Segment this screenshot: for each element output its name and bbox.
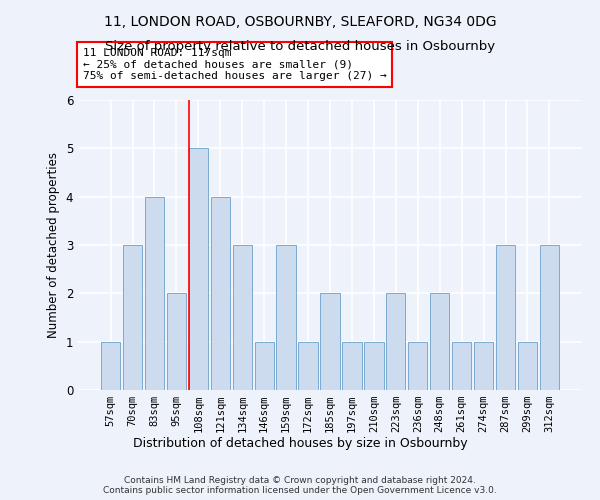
Bar (430, 294, 449, 390)
Bar (386, 294, 406, 390)
Bar (452, 342, 472, 390)
Bar (233, 245, 252, 390)
Y-axis label: Number of detached properties: Number of detached properties (47, 152, 60, 338)
Bar (298, 342, 318, 390)
Bar (167, 294, 186, 390)
Text: Distribution of detached houses by size in Osbournby: Distribution of detached houses by size … (133, 438, 467, 450)
Bar (540, 245, 559, 390)
Text: Size of property relative to detached houses in Osbournby: Size of property relative to detached ho… (105, 40, 495, 53)
Bar (188, 148, 208, 390)
Bar (211, 196, 230, 390)
Bar (254, 342, 274, 390)
Bar (364, 342, 383, 390)
Bar (101, 342, 120, 390)
Bar (145, 196, 164, 390)
Bar (342, 342, 362, 390)
Bar (408, 342, 427, 390)
Bar (123, 245, 142, 390)
Text: Contains HM Land Registry data © Crown copyright and database right 2024.
Contai: Contains HM Land Registry data © Crown c… (103, 476, 497, 495)
Bar (518, 342, 537, 390)
Bar (474, 342, 493, 390)
Text: 11, LONDON ROAD, OSBOURNBY, SLEAFORD, NG34 0DG: 11, LONDON ROAD, OSBOURNBY, SLEAFORD, NG… (104, 15, 496, 29)
Bar (277, 245, 296, 390)
Bar (320, 294, 340, 390)
Bar (496, 245, 515, 390)
Text: 11 LONDON ROAD: 117sqm
← 25% of detached houses are smaller (9)
75% of semi-deta: 11 LONDON ROAD: 117sqm ← 25% of detached… (83, 48, 387, 81)
